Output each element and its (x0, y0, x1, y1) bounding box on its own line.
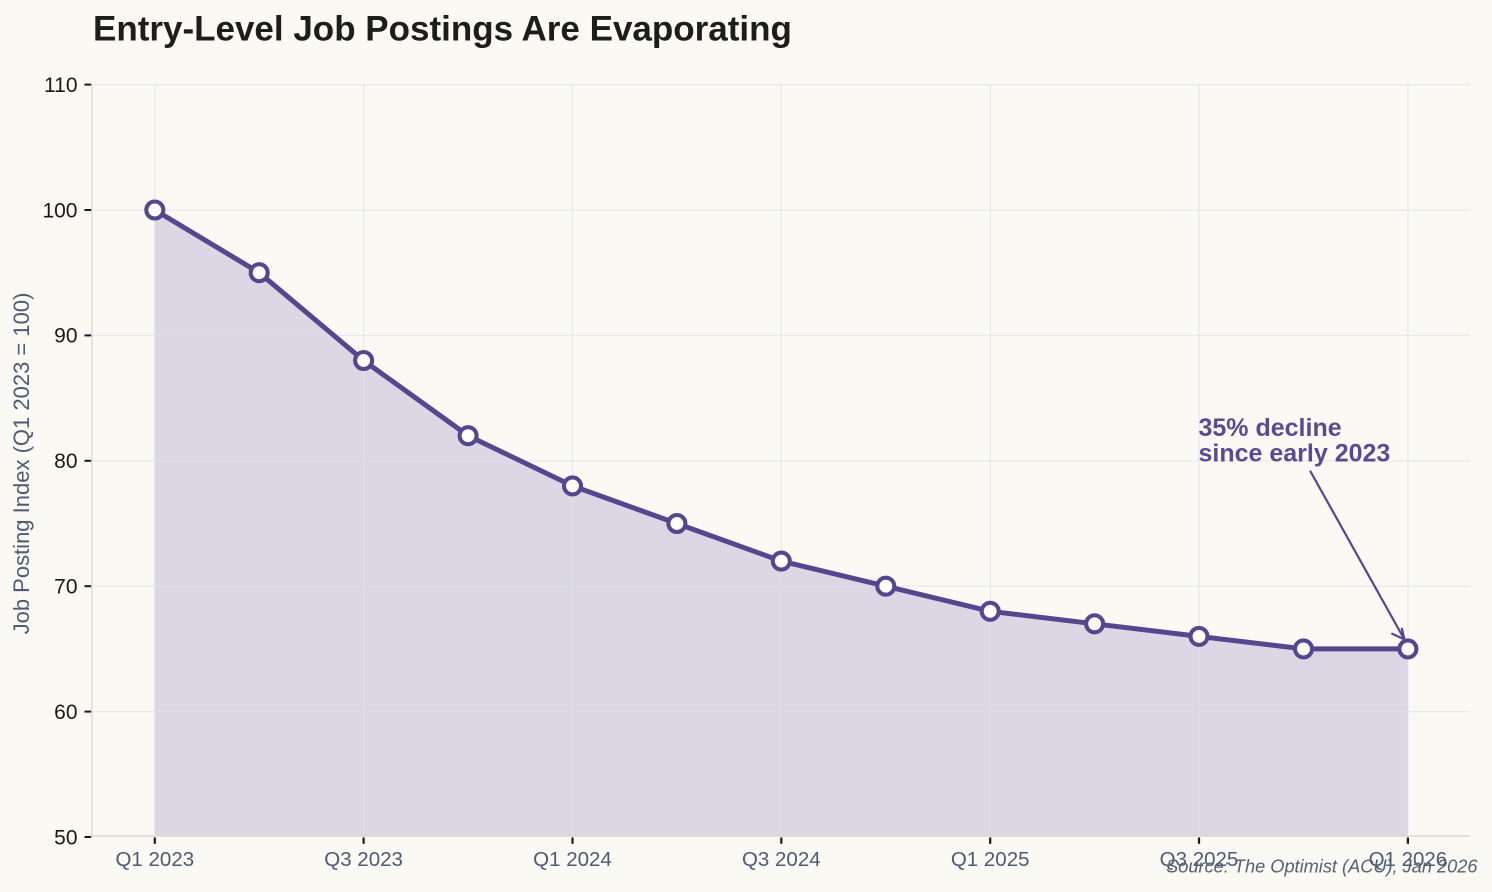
svg-text:Q3 2024: Q3 2024 (742, 848, 821, 871)
svg-text:Q3 2023: Q3 2023 (324, 848, 403, 871)
svg-text:60: 60 (54, 701, 77, 724)
svg-text:Q1 2023: Q1 2023 (115, 848, 194, 871)
svg-text:Job Posting Index (Q1 2023 = 1: Job Posting Index (Q1 2023 = 100) (9, 293, 34, 635)
svg-text:80: 80 (54, 450, 77, 473)
svg-text:Entry-Level Job Postings Are E: Entry-Level Job Postings Are Evaporating (93, 10, 792, 49)
svg-text:Source: The Optimist (ACU), Ja: Source: The Optimist (ACU), Jan 2026 (1166, 857, 1478, 877)
svg-text:Q3 2025: Q3 2025 (1160, 848, 1239, 871)
svg-text:Q1 2024: Q1 2024 (533, 848, 612, 871)
svg-text:35% decline: 35% decline (1199, 414, 1342, 442)
svg-text:Q1 2026: Q1 2026 (1369, 848, 1448, 871)
svg-text:Q1 2025: Q1 2025 (951, 848, 1030, 871)
svg-text:50: 50 (54, 826, 77, 849)
svg-text:100: 100 (42, 199, 77, 222)
svg-text:since early 2023: since early 2023 (1199, 440, 1391, 468)
svg-text:90: 90 (54, 325, 77, 348)
svg-text:70: 70 (54, 576, 77, 599)
svg-text:110: 110 (44, 74, 77, 97)
